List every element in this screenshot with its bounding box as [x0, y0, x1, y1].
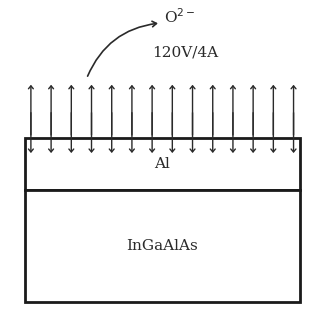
Bar	[25, 138, 300, 190]
Text: InGaAlAs: InGaAlAs	[126, 239, 198, 253]
Bar	[25, 190, 300, 302]
Text: 120V/4A: 120V/4A	[152, 46, 218, 59]
Text: O$^{2-}$: O$^{2-}$	[164, 7, 195, 26]
Text: Al: Al	[154, 157, 170, 171]
FancyArrowPatch shape	[87, 21, 156, 76]
